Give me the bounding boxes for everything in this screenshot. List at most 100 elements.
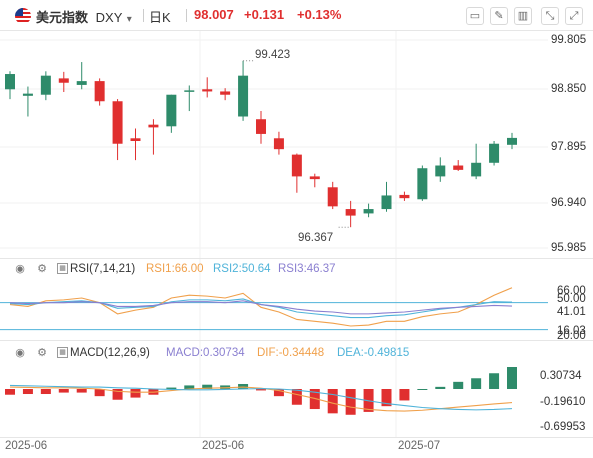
rsi-line-rsi1 xyxy=(9,287,513,327)
macd-bar xyxy=(22,389,33,395)
macd-value: MACD:0.30734 xyxy=(166,347,245,359)
macd-bar xyxy=(76,389,87,393)
macd-bar xyxy=(166,387,177,389)
price-change: +0.131 xyxy=(244,7,285,22)
chevron-down-icon: ▾ xyxy=(126,14,132,25)
macd-bar xyxy=(58,389,69,393)
candle-body xyxy=(166,94,177,127)
candle-body xyxy=(5,74,15,90)
macd-y-tick: -0.19610 xyxy=(540,396,586,408)
x-axis-divider xyxy=(0,437,593,438)
dea-value: DEA:-0.49815 xyxy=(337,347,410,359)
macd-bar xyxy=(5,389,15,395)
macd-bar xyxy=(345,389,356,415)
macd-bar xyxy=(435,386,446,389)
rsi-y-tick: 66.00 xyxy=(557,285,586,297)
macd-bar xyxy=(327,389,338,414)
macd-bar xyxy=(184,385,195,389)
candle-body xyxy=(273,138,284,150)
chart-style-icon[interactable]: ▭ xyxy=(466,7,484,25)
eye-icon[interactable]: ◉ xyxy=(15,347,25,359)
rsi-name: RSI(7,14,21) xyxy=(70,263,136,275)
macd-bar xyxy=(489,373,500,389)
candle-body xyxy=(309,176,320,180)
chart-header: 美元指数 DXY ▾ 日K 98.007 +0.131 +0.13% ▭ ✎ ▥… xyxy=(0,0,593,30)
rsi-y-tick: 50.00 xyxy=(557,293,586,305)
rsi-y-tick: 20.00 xyxy=(557,330,586,342)
macd-bar xyxy=(381,389,392,407)
draw-tool-icon[interactable]: ✎ xyxy=(490,7,508,25)
us-flag-icon xyxy=(15,8,31,24)
candle-body xyxy=(58,78,69,83)
rsi2-value: RSI2:50.64 xyxy=(213,263,271,275)
macd-bar xyxy=(273,389,284,397)
macd-bar xyxy=(220,385,231,389)
dea-line xyxy=(9,384,513,411)
indicator-box-icon: ▦ xyxy=(57,347,68,358)
symbol-selector[interactable]: 美元指数 DXY ▾ xyxy=(36,7,132,26)
candle-body xyxy=(220,91,231,95)
x-tick: 2025-06 xyxy=(5,440,48,452)
settings-icon[interactable]: ⚙ xyxy=(37,263,47,275)
period-selector[interactable]: 日K xyxy=(149,10,171,25)
macd-name: MACD(12,26,9) xyxy=(70,347,150,359)
candle-body xyxy=(291,154,302,177)
candle-body xyxy=(381,195,392,210)
candle-body xyxy=(112,101,123,144)
macd-bar xyxy=(309,389,320,410)
macd-y-tick: -0.69953 xyxy=(540,421,586,433)
panel-divider xyxy=(0,258,593,259)
header-divider xyxy=(0,30,593,31)
candle-body xyxy=(471,162,482,177)
macd-y-tick: 0.30734 xyxy=(540,370,582,382)
candle-body xyxy=(94,81,105,102)
candle-body xyxy=(76,81,87,85)
candle-body xyxy=(399,194,410,199)
eye-icon[interactable]: ◉ xyxy=(15,263,25,275)
macd-bar xyxy=(453,381,464,389)
macd-bar xyxy=(130,389,141,398)
candle-body xyxy=(345,209,356,216)
candle-body xyxy=(22,93,33,96)
settings-icon[interactable]: ⚙ xyxy=(37,347,47,359)
macd-bar xyxy=(399,389,410,401)
fullscreen-icon[interactable]: ⤢ xyxy=(565,7,583,25)
candle-body xyxy=(417,168,428,200)
rsi1-value: RSI1:66.00 xyxy=(146,263,204,275)
indicator-icon[interactable]: ▥ xyxy=(514,7,532,25)
y-tick: 99.805 xyxy=(551,34,587,46)
macd-bar xyxy=(112,389,123,400)
y-tick: 96.940 xyxy=(551,197,587,209)
candle-body xyxy=(507,137,517,145)
y-tick: 98.850 xyxy=(551,83,587,95)
symbol-name: 美元指数 xyxy=(36,10,89,25)
last-price: 98.007 xyxy=(194,7,234,22)
macd-bar xyxy=(256,389,266,391)
x-tick: 2025-07 xyxy=(398,440,441,452)
candle-body xyxy=(453,165,464,170)
compare-icon[interactable]: ⤡ xyxy=(541,7,559,25)
rsi-y-tick: 41.01 xyxy=(557,306,586,318)
dif-value: DIF:-0.34448 xyxy=(257,347,325,359)
rsi-y-tick: 16.03 xyxy=(557,325,586,337)
price-change-pct: +0.13% xyxy=(297,7,342,22)
candle-body xyxy=(202,89,213,92)
x-tick: 2025-06 xyxy=(202,440,245,452)
candle-body xyxy=(327,187,338,207)
high-price-label: 99.423 xyxy=(255,49,291,61)
candle-body xyxy=(238,75,249,117)
divider xyxy=(143,9,144,22)
indicator-box-icon: ▦ xyxy=(57,263,68,274)
candle-body xyxy=(184,90,195,92)
y-tick: 95.985 xyxy=(551,242,587,254)
rsi3-value: RSI3:46.37 xyxy=(278,263,336,275)
rsi-line-rsi3 xyxy=(9,300,513,315)
low-price-label: 96.367 xyxy=(298,232,334,244)
macd-bar xyxy=(507,367,517,389)
macd-bar xyxy=(471,378,482,389)
panel-divider xyxy=(0,340,593,341)
symbol-code: DXY xyxy=(95,10,123,25)
candle-body xyxy=(363,209,374,214)
candle-body xyxy=(40,75,51,95)
